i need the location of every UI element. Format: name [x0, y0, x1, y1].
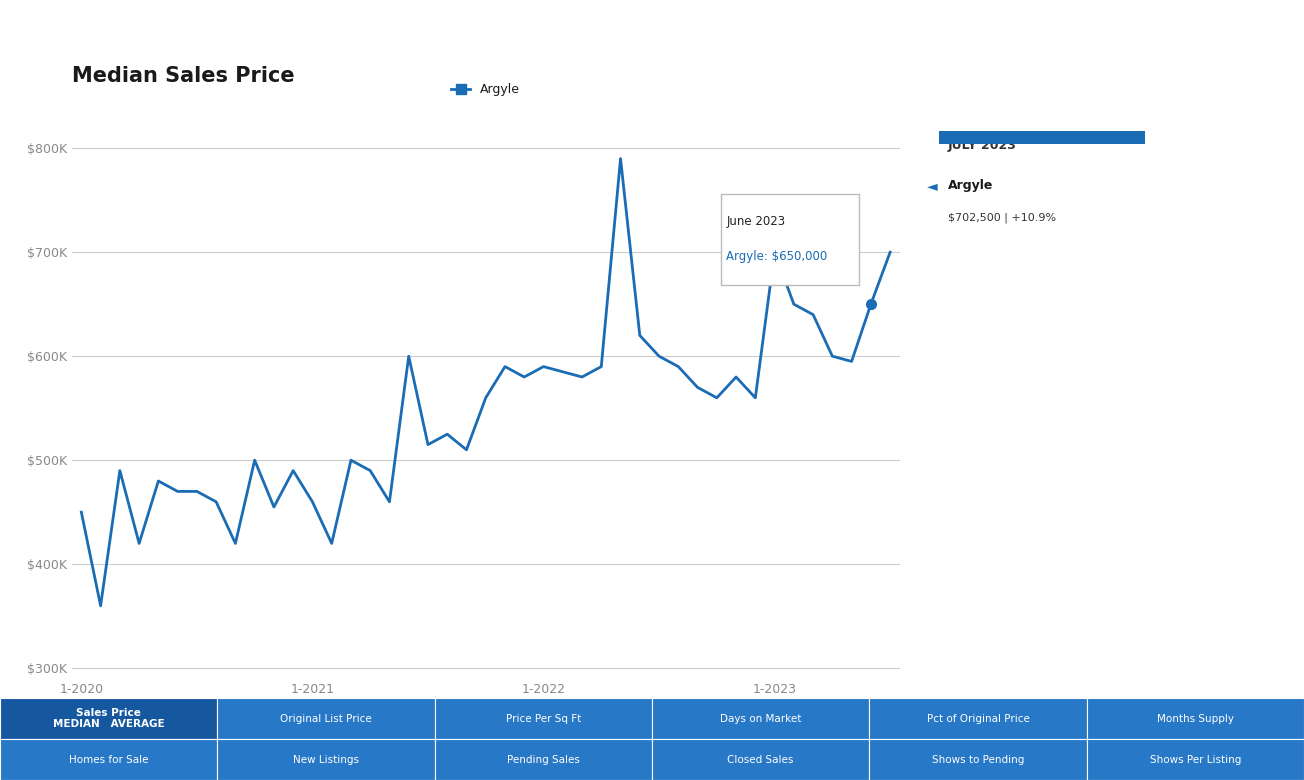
Bar [1086, 698, 1304, 739]
Bar [870, 739, 1086, 780]
FancyBboxPatch shape [721, 194, 859, 285]
Text: Median Sales Price: Median Sales Price [72, 66, 295, 87]
Text: Closed Sales: Closed Sales [728, 754, 794, 764]
Text: June 2023: June 2023 [726, 215, 785, 228]
Legend: Argyle: Argyle [446, 78, 526, 101]
Bar [218, 698, 434, 739]
Text: Homes for Sale: Homes for Sale [69, 754, 149, 764]
Bar [434, 739, 652, 780]
Bar [1086, 739, 1304, 780]
Text: Original List Price: Original List Price [280, 714, 372, 724]
Bar [0, 739, 218, 780]
Text: $702,500 | +10.9%: $702,500 | +10.9% [948, 212, 1056, 223]
Bar [652, 739, 870, 780]
Text: Months Supply: Months Supply [1157, 714, 1234, 724]
Text: Argyle: $650,000: Argyle: $650,000 [726, 250, 828, 263]
Text: ◄: ◄ [926, 179, 938, 193]
Text: Pct of Original Price: Pct of Original Price [927, 714, 1029, 724]
Text: Shows to Pending: Shows to Pending [932, 754, 1024, 764]
Text: Days on Market: Days on Market [720, 714, 802, 724]
Text: Sales Price
MEDIAN   AVERAGE: Sales Price MEDIAN AVERAGE [53, 707, 164, 729]
Bar [870, 698, 1086, 739]
Text: Argyle: Single-Family: Argyle: Single-Family [782, 729, 900, 739]
Text: Shows Per Listing: Shows Per Listing [1150, 754, 1241, 764]
Bar [652, 698, 870, 739]
Text: JULY 2023: JULY 2023 [948, 140, 1017, 152]
Bar [0, 698, 218, 739]
Text: Pending Sales: Pending Sales [507, 754, 580, 764]
Bar [434, 698, 652, 739]
Bar [939, 131, 1145, 144]
Text: Argyle: Argyle [948, 179, 994, 192]
Text: New Listings: New Listings [293, 754, 359, 764]
Text: Price Per Sq Ft: Price Per Sq Ft [506, 714, 582, 724]
Bar [218, 739, 434, 780]
